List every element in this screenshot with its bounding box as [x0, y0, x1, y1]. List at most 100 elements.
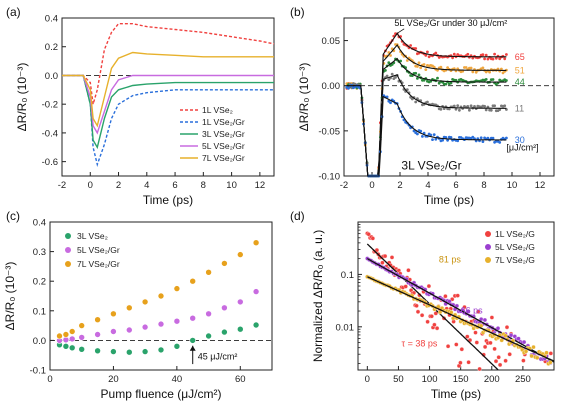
- panel-b-point: [468, 108, 471, 112]
- panel-a: -2 0 2 4 6 8 10 12 -0.6 -0.4 -0.2 0.0 0.2 0.4 Time (ps…: [15, 14, 275, 207]
- panel-d-point: [523, 349, 529, 354]
- panel-b-point: [451, 56, 454, 60]
- panel-b-point: [505, 53, 508, 56]
- panel-b-point: [426, 100, 429, 104]
- panel-b-ytick-label: -0.05: [318, 126, 340, 137]
- panel-b-point: [498, 141, 502, 144]
- panel-d-point: [503, 358, 508, 363]
- panel-b-point: [422, 78, 426, 82]
- panel-d-xlabel: Time (ps): [431, 387, 481, 401]
- panel-d-point: [521, 358, 526, 363]
- panel-d-point: [462, 304, 467, 310]
- panel-d-point: [380, 260, 385, 265]
- panel-d-point: [504, 325, 510, 330]
- panel-a-legend-label: 1L VSe₂/Gr: [202, 117, 245, 127]
- panel-b-ylabel: ΔR/R₀ (10⁻³): [297, 63, 311, 132]
- panel-d-point: [507, 352, 512, 357]
- panel-b-point: [384, 69, 387, 72]
- panel-b-point: [424, 68, 428, 71]
- panel-b-point: [493, 52, 496, 56]
- panel-c-ylabel: ΔR/R₀ (10⁻³): [3, 262, 17, 331]
- panel-b-point: [498, 108, 502, 111]
- panel-b-point: [491, 78, 495, 81]
- panel-c-xtick-label: 0: [47, 374, 52, 385]
- panel-c-legend-label: 3L VSe₂: [77, 231, 108, 241]
- panel-c: 0 20 40 60 -0.1 0.0 0.1 0.2 0.3 0.4 Pump fluence (…: [3, 218, 273, 401]
- panel-b-point: [432, 65, 436, 69]
- panel-b-point: [469, 66, 473, 70]
- panel-c-point: [205, 332, 212, 340]
- panel-d-point: [474, 340, 479, 345]
- panel-c-point: [189, 277, 196, 285]
- panel-d-point: [374, 247, 380, 253]
- panel-b-point: [446, 138, 449, 142]
- panel-c-point: [126, 348, 133, 356]
- panel-c-arrow-head: [189, 345, 196, 351]
- panel-b-point: [417, 73, 421, 77]
- panel-c-point: [94, 316, 101, 324]
- panel-d-point: [465, 334, 470, 339]
- panel-b-point: [387, 61, 391, 65]
- panel-b-value-label: 44: [515, 77, 525, 87]
- panel-c-point: [173, 285, 181, 292]
- panel-d-point: [516, 336, 521, 341]
- panel-b-point: [416, 132, 419, 136]
- panel-d-tau5-label: 66 ps: [461, 305, 484, 315]
- panel-b-point: [419, 66, 423, 70]
- panel-d-point: [417, 292, 422, 298]
- panel-d-point: [482, 317, 488, 323]
- panel-d-xtick-label: 200: [484, 374, 500, 385]
- panel-c-threshold-label: 45 μJ/cm²: [198, 352, 238, 362]
- panel-d-point: [492, 346, 497, 352]
- panel-b-point: [347, 86, 350, 90]
- panel-b-point: [414, 71, 418, 75]
- panel-b-xtick-label: -2: [340, 180, 348, 191]
- panel-d-xtick-label: 100: [422, 374, 438, 385]
- panel-b-point: [466, 52, 470, 56]
- panel-b-bottom-annotation: 3L VSe₂/Gr: [401, 159, 461, 173]
- panel-b-point: [456, 104, 460, 107]
- panel-b-top-annotation: 5L VSe₂/Gr under 30 μJ/cm²: [394, 18, 507, 28]
- panel-b-point: [489, 108, 493, 112]
- panel-a-series-1: [62, 23, 275, 105]
- panel-d-point: [489, 315, 495, 320]
- panel-b-point: [442, 107, 446, 110]
- panel-d-ylabel: Normalized ΔR/R₀ (a. u.): [311, 230, 325, 362]
- panel-b-point: [432, 133, 436, 137]
- panel-c-point: [141, 298, 149, 306]
- panel-b-point: [452, 104, 456, 108]
- panel-d-point: [459, 347, 464, 352]
- panel-b-point: [452, 52, 456, 56]
- panel-a-xtick-label: 6: [172, 180, 177, 191]
- panel-c-point: [173, 317, 181, 325]
- panel-d-point: [432, 322, 437, 327]
- panel-b-point: [466, 105, 470, 108]
- panel-b-point: [389, 101, 392, 105]
- panel-d-point: [497, 362, 503, 368]
- panel-c-ytick-label: 0.3: [33, 247, 46, 258]
- panel-c-point: [141, 348, 149, 355]
- panel-d-xtick-label: 150: [453, 374, 469, 385]
- panel-a-xtick-label: 10: [226, 180, 237, 191]
- panel-c-point: [110, 348, 117, 355]
- panel-d-point: [548, 351, 553, 356]
- panel-c-point: [237, 298, 244, 306]
- panel-b-point: [422, 63, 426, 66]
- panel-b-point: [503, 104, 507, 108]
- panel-b-point: [394, 76, 397, 79]
- panel-a-ytick-label: -0.6: [42, 157, 58, 168]
- panel-c-legend-swatch: [65, 247, 71, 253]
- panel-d-point: [419, 313, 425, 318]
- panel-b-point: [456, 139, 460, 143]
- panel-a-xtick-label: 4: [144, 180, 149, 191]
- panel-d: 0 50 100 150 200 250 0.01 0.1 Time (ps) Normalize…: [311, 221, 555, 401]
- panel-b-point: [481, 66, 485, 70]
- panel-c-point: [189, 337, 196, 344]
- panel-b-point: [431, 138, 434, 142]
- panel-b-point: [389, 54, 392, 57]
- panel-b-xtick-label: 4: [425, 180, 430, 191]
- panel-c-ytick-label: 0.2: [33, 277, 46, 288]
- panel-b-point: [446, 66, 449, 69]
- panel-b-point: [473, 105, 476, 108]
- panel-c-point: [157, 292, 165, 300]
